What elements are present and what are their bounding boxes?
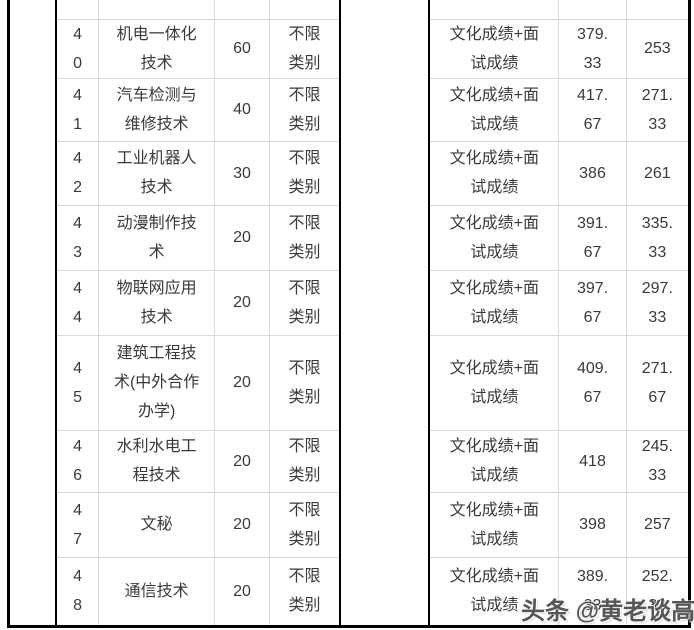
score2-cell: 261 — [625, 140, 690, 205]
category-cell: 不限 类别 — [269, 77, 340, 141]
score-method-cell: 文化成绩+面 试成绩 — [429, 556, 559, 626]
score1-cell: 409. 67 — [558, 334, 627, 430]
score1-cell: 398 — [558, 491, 627, 557]
major-cell: 汽车检测与 维修技术 — [98, 77, 215, 141]
plan-count-cell: 60 — [213, 18, 270, 78]
category-cell: 不限 类别 — [269, 491, 340, 557]
score2-cell: 335. 33 — [625, 204, 690, 270]
table-row-40: 4 0 机电一体化 技术 60 不限 类别 文化成绩+面 试成绩 379. 33… — [9, 18, 690, 78]
partial-cell — [98, 0, 215, 19]
row-number-cell: 4 0 — [55, 18, 99, 78]
plan-count-cell: 30 — [213, 140, 270, 205]
score1-cell: 391. 67 — [558, 204, 627, 270]
partial-cell — [429, 0, 559, 19]
row-number-cell: 4 4 — [55, 269, 99, 335]
plan-count-cell: 20 — [213, 334, 270, 430]
score-method-cell: 文化成绩+面 试成绩 — [429, 334, 559, 430]
score2-cell: 252. 33 — [625, 556, 690, 626]
table-row-47: 4 7 文秘 20 不限 类别 文化成绩+面 试成绩 398 257 — [9, 491, 690, 557]
category-cell: 不限 类别 — [269, 204, 340, 270]
score-method-cell: 文化成绩+面 试成绩 — [429, 269, 559, 335]
major-cell: 水利水电工 程技术 — [98, 429, 215, 492]
table-row-44: 4 4 物联网应用 技术 20 不限 类别 文化成绩+面 试成绩 397. 67… — [9, 269, 690, 335]
row-number-cell: 4 5 — [55, 334, 99, 430]
score2-cell: 297. 33 — [625, 269, 690, 335]
score2-cell: 245. 33 — [625, 429, 690, 492]
category-cell: 不限 类别 — [269, 18, 340, 78]
category-cell: 不限 类别 — [269, 269, 340, 335]
plan-count-cell: 20 — [213, 429, 270, 492]
partial-top-row — [8, 0, 690, 626]
partial-cell — [625, 0, 690, 19]
row-number-cell: 4 3 — [55, 204, 99, 270]
partial-cell — [558, 0, 627, 19]
table-row-41: 4 1 汽车检测与 维修技术 40 不限 类别 文化成绩+面 试成绩 417. … — [9, 77, 690, 141]
toutiao-watermark: 头条 @黄老谈高考 — [521, 598, 694, 625]
major-cell: 工业机器人 技术 — [98, 140, 215, 205]
row-number-cell: 4 2 — [55, 140, 99, 205]
category-cell: 不限 类别 — [269, 334, 340, 430]
left-empty-column — [8, 0, 57, 626]
score-method-cell: 文化成绩+面 试成绩 — [429, 77, 559, 141]
score-method-cell: 文化成绩+面 试成绩 — [429, 429, 559, 492]
score1-cell: 418 — [558, 429, 627, 492]
score2-cell: 257 — [625, 491, 690, 557]
plan-count-cell: 20 — [213, 204, 270, 270]
row-number-cell: 4 7 — [55, 491, 99, 557]
score2-cell: 271. 33 — [625, 77, 690, 141]
major-cell: 建筑工程技 术(中外合作 办学) — [98, 334, 215, 430]
major-cell: 通信技术 — [98, 556, 215, 626]
partial-cell — [213, 0, 270, 19]
score1-cell: 397. 67 — [558, 269, 627, 335]
score-method-cell: 文化成绩+面 试成绩 — [429, 204, 559, 270]
table-row-43: 4 3 动漫制作技 术 20 不限 类别 文化成绩+面 试成绩 391. 67 … — [9, 204, 690, 270]
major-cell: 机电一体化 技术 — [98, 18, 215, 78]
score-method-cell: 文化成绩+面 试成绩 — [429, 18, 559, 78]
plan-count-cell: 20 — [213, 556, 270, 626]
partial-cell — [56, 0, 99, 19]
category-cell: 不限 类别 — [269, 140, 340, 205]
score2-cell: 271. 67 — [625, 334, 690, 430]
plan-count-cell: 40 — [213, 77, 270, 141]
table-row-48: 4 8 通信技术 20 不限 类别 文化成绩+面 试成绩 389. 33 252… — [9, 556, 690, 626]
plan-count-cell: 20 — [213, 269, 270, 335]
score2-cell: 253 — [625, 18, 690, 78]
row-number-cell: 4 1 — [55, 77, 99, 141]
table-row-42: 4 2 工业机器人 技术 30 不限 类别 文化成绩+面 试成绩 386 261 — [9, 140, 690, 205]
major-cell: 文秘 — [98, 491, 215, 557]
category-cell: 不限 类别 — [269, 429, 340, 492]
score-method-cell: 文化成绩+面 试成绩 — [429, 140, 559, 205]
table-row-45: 4 5 建筑工程技 术(中外合作 办学) 20 不限 类别 文化成绩+面 试成绩… — [9, 334, 690, 430]
table-row-46: 4 6 水利水电工 程技术 20 不限 类别 文化成绩+面 试成绩 418 24… — [9, 429, 690, 492]
score1-cell: 379. 33 — [558, 18, 627, 78]
category-cell: 不限 类别 — [269, 556, 340, 626]
major-cell: 物联网应用 技术 — [98, 269, 215, 335]
major-cell: 动漫制作技 术 — [98, 204, 215, 270]
gap-empty-column — [338, 0, 431, 626]
row-number-cell: 4 6 — [55, 429, 99, 492]
score1-cell: 389. 33 — [558, 556, 627, 626]
partial-cell — [269, 0, 340, 19]
plan-count-cell: 20 — [213, 491, 270, 557]
admission-score-table: 4 0 机电一体化 技术 60 不限 类别 文化成绩+面 试成绩 379. 33… — [7, 0, 691, 628]
score1-cell: 417. 67 — [558, 77, 627, 141]
score-method-cell: 文化成绩+面 试成绩 — [429, 491, 559, 557]
row-number-cell: 4 8 — [55, 556, 99, 626]
score1-cell: 386 — [558, 140, 627, 205]
